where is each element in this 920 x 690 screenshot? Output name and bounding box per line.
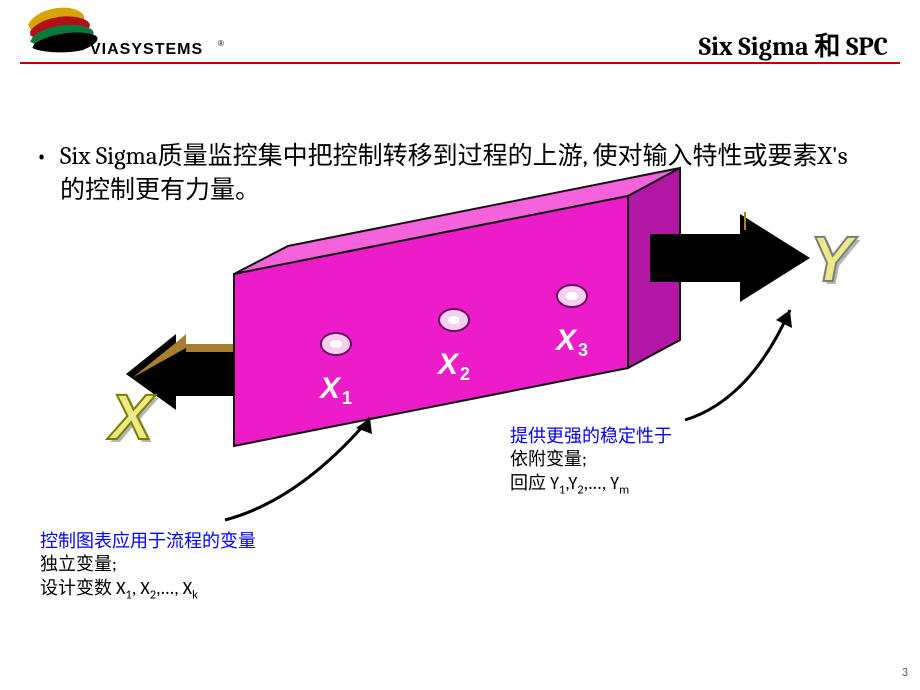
left-annot-head: 控制图表应用于流程的变量: [40, 530, 256, 553]
right-annot-line3: 回应 Y1,Y2,..., Ym: [510, 472, 672, 499]
svg-text:X: X: [318, 372, 342, 405]
right-annotation: 提供更强的稳定性于 依附变量; 回应 Y1,Y2,..., Ym: [510, 425, 672, 499]
svg-text:X: X: [436, 348, 460, 381]
right-arrow-curve: [685, 310, 790, 420]
input-label-x: X: [110, 380, 153, 454]
svg-text:1: 1: [342, 388, 352, 408]
slide: VIASYSTEMS ® Six Sigma 和 SPC Six Sigma质量…: [0, 0, 920, 690]
page-number: 3: [902, 666, 908, 680]
svg-text:2: 2: [460, 364, 470, 384]
left-annot-line2: 独立变量;: [40, 553, 256, 576]
output-label-y: Y: [810, 222, 853, 296]
right-annot-line2: 依附变量;: [510, 448, 672, 471]
svg-text:3: 3: [578, 340, 588, 360]
right-annot-head: 提供更强的稳定性于: [510, 425, 672, 448]
left-annot-line3: 设计变数 X1, X2,..., Xk: [40, 577, 256, 604]
svg-text:X: X: [554, 324, 578, 357]
left-annotation: 控制图表应用于流程的变量 独立变量; 设计变数 X1, X2,..., Xk: [40, 530, 256, 604]
